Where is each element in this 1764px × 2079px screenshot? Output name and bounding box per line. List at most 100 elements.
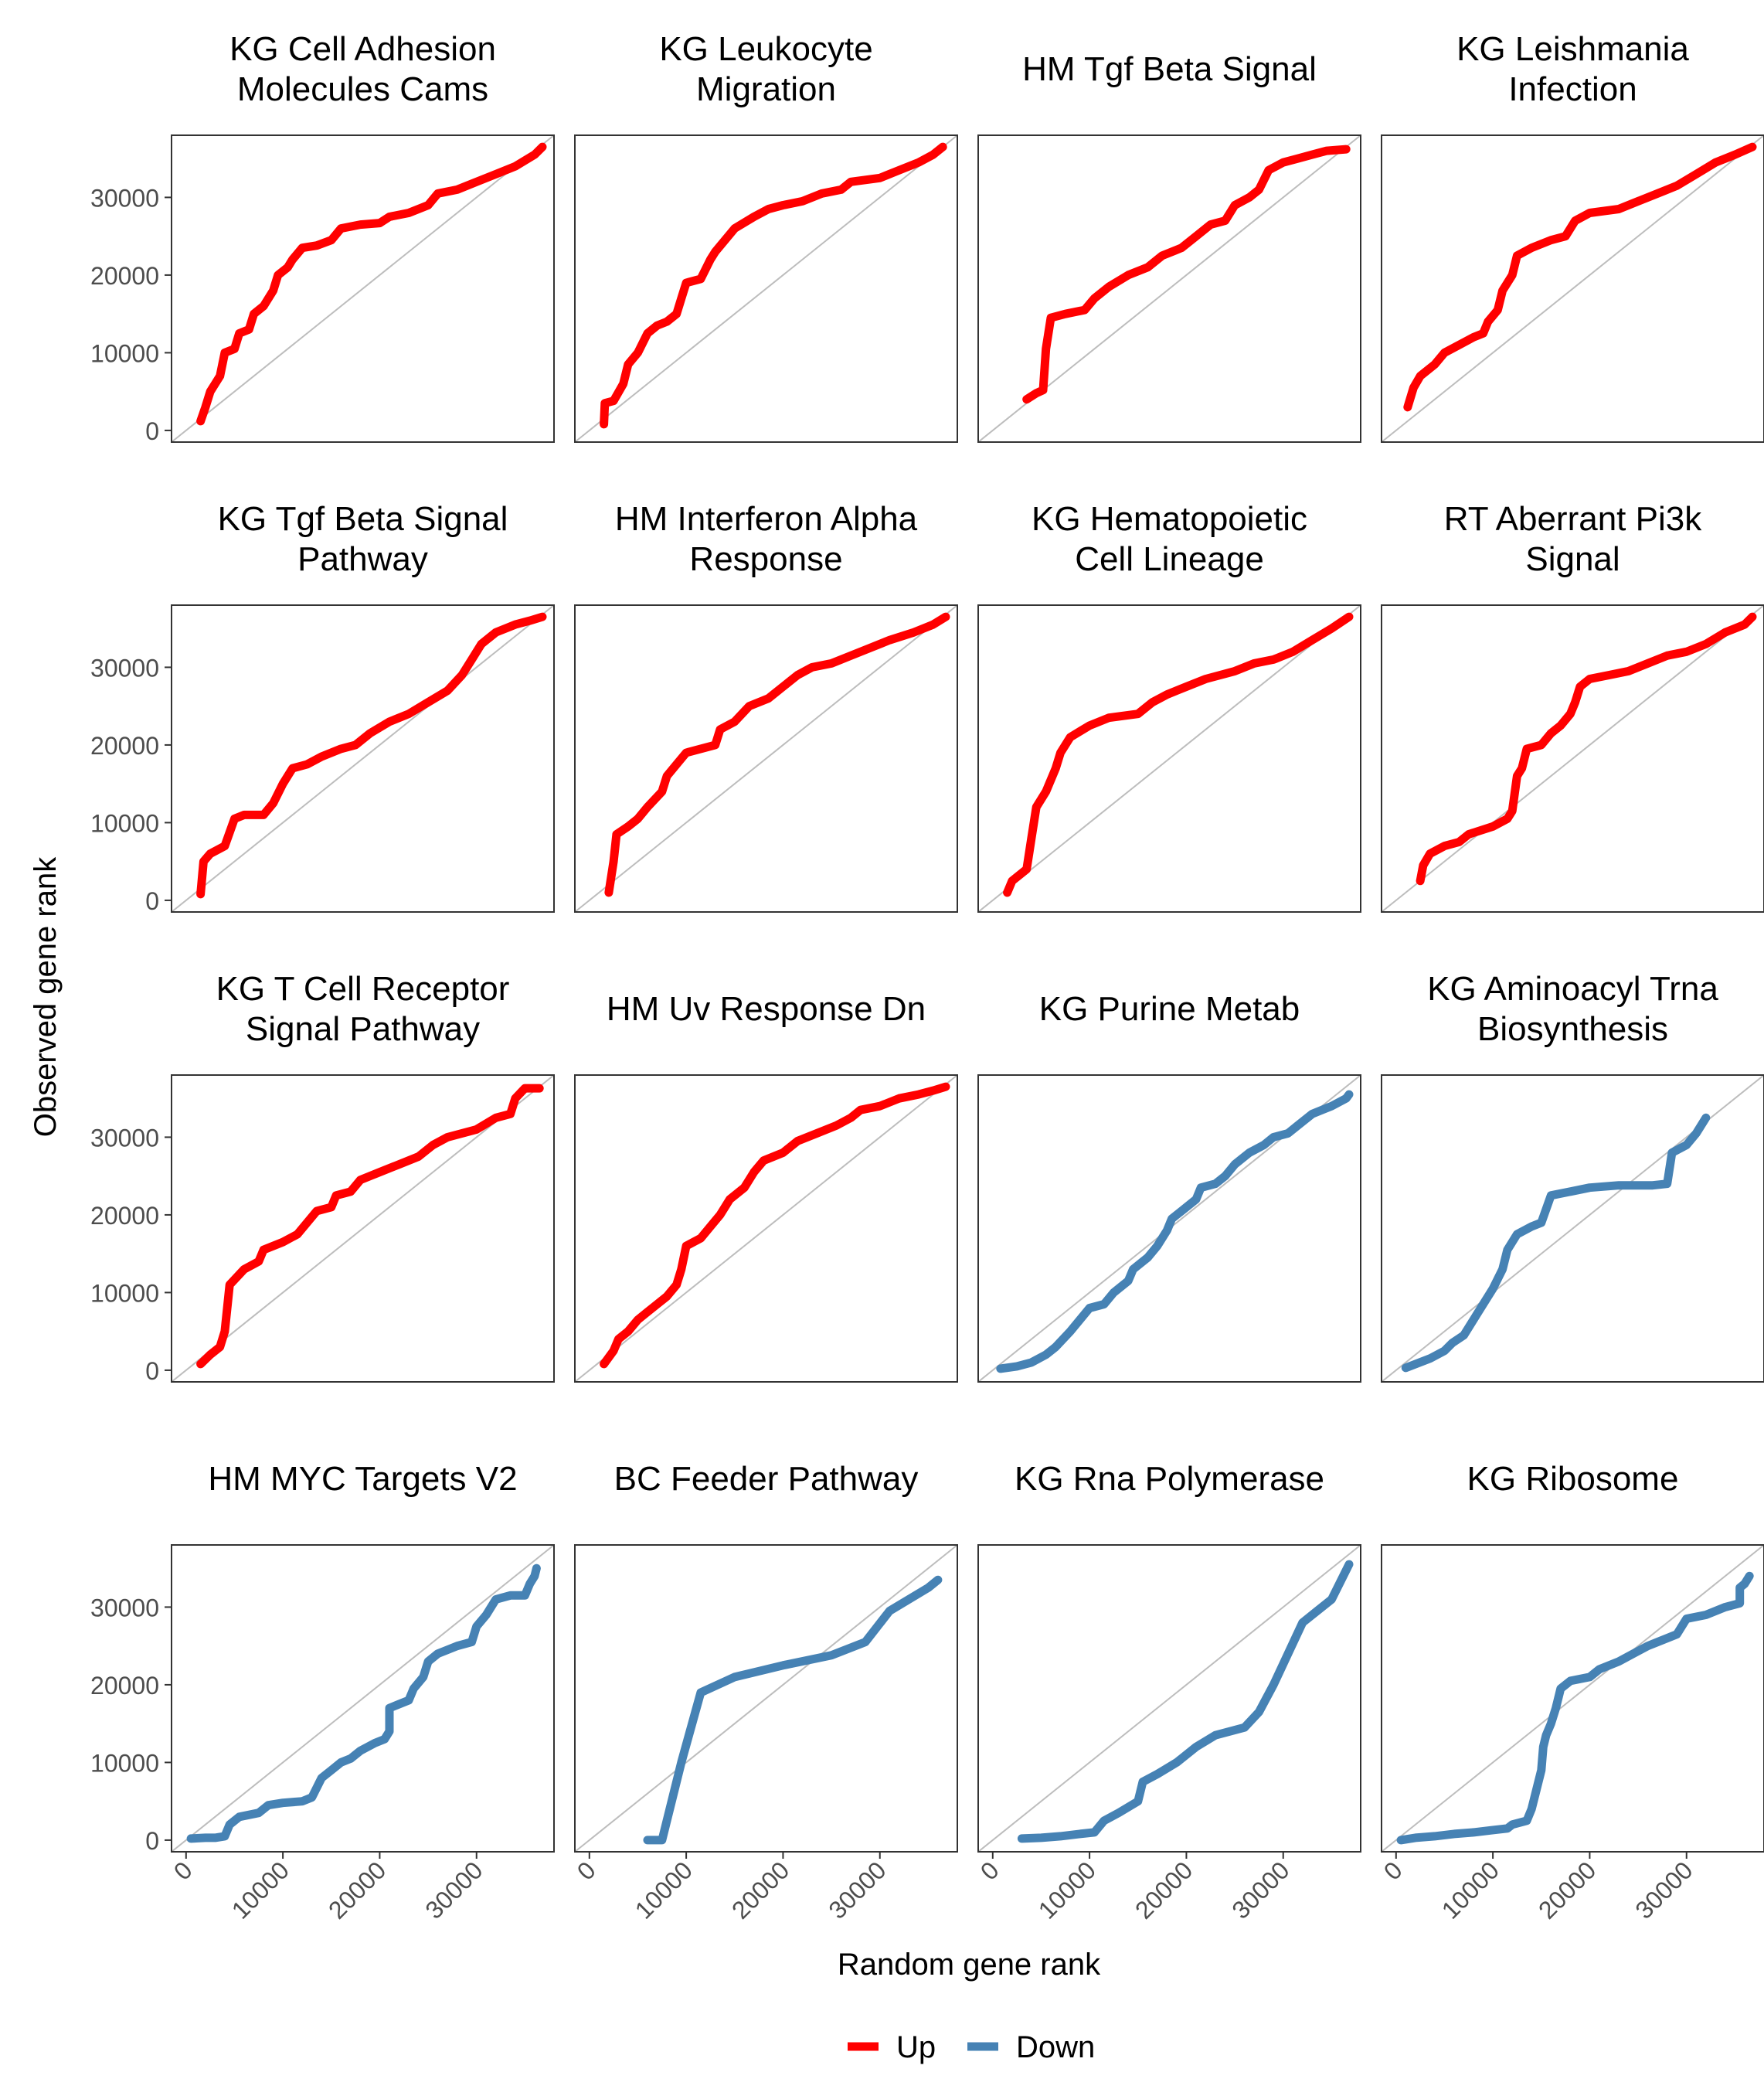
identity-line	[574, 134, 958, 443]
series-line-up	[196, 142, 547, 426]
panel-title: HM Tgf Beta Signal	[1022, 50, 1317, 88]
panel-border	[574, 604, 958, 913]
identity-line	[171, 134, 555, 443]
identity-line	[574, 604, 958, 913]
x-tick-label: 10000	[1033, 1856, 1101, 1924]
x-tick-label: 30000	[1630, 1856, 1698, 1924]
identity-line	[1381, 1544, 1764, 1853]
y-tick-label: 0	[145, 1357, 159, 1385]
panel-title: Response	[689, 540, 842, 578]
identity-line	[1381, 604, 1764, 913]
panel-title: HM Interferon Alpha	[615, 500, 918, 538]
panel-border	[574, 134, 958, 443]
y-tick-label: 20000	[90, 1672, 159, 1700]
x-tick-label: 20000	[323, 1856, 391, 1924]
legend-label-down: Down	[1016, 2030, 1095, 2064]
panel-title: KG Rna Polymerase	[1015, 1460, 1324, 1498]
panel-title: Infection	[1508, 70, 1637, 108]
x-tick-label: 20000	[1130, 1856, 1198, 1924]
panel: HM Uv Response Dn	[574, 990, 958, 1383]
panel-border	[977, 134, 1361, 443]
legend: Up Down	[848, 2030, 1095, 2064]
panel-title: BC Feeder Pathway	[614, 1460, 919, 1498]
y-tick-label: 20000	[90, 732, 159, 760]
panel-border	[977, 604, 1361, 913]
series-line-down	[996, 1090, 1354, 1373]
legend-label-up: Up	[896, 2030, 936, 2064]
x-tick-label: 20000	[726, 1856, 794, 1924]
x-tick-label: 10000	[1436, 1856, 1504, 1924]
panel-title: KG Ribosome	[1467, 1460, 1679, 1498]
series-line-down	[1396, 1571, 1754, 1845]
panel-title: Cell Lineage	[1075, 540, 1264, 578]
y-axis-title: Observed gene rank	[29, 856, 63, 1137]
panel-title: Pathway	[297, 540, 428, 578]
panel-title: KG Leukocyte	[659, 30, 872, 68]
x-tick-label: 10000	[630, 1856, 698, 1924]
x-tick-label: 0	[975, 1856, 1004, 1885]
panel-border	[1381, 604, 1764, 913]
panel-title: KG Cell Adhesion	[229, 30, 496, 68]
panel: KG Rna Polymerase 0 10000 20000 30000	[975, 1460, 1361, 1924]
panel-title: KG T Cell Receptor	[216, 970, 510, 1008]
panel-title: KG Purine Metab	[1039, 990, 1300, 1028]
y-tick-label: 30000	[90, 1594, 159, 1621]
x-tick-label: 0	[1378, 1856, 1408, 1885]
x-tick-label: 30000	[823, 1856, 891, 1924]
y-tick-label: 30000	[90, 654, 159, 682]
panel-border	[1381, 134, 1764, 443]
panel-title: KG Leishmania	[1456, 30, 1689, 68]
panel-title: Biosynthesis	[1477, 1010, 1668, 1048]
panel-border	[977, 1074, 1361, 1383]
y-tick-label: 10000	[90, 809, 159, 837]
panel-border	[1381, 1544, 1764, 1853]
panel: KG Purine Metab	[977, 990, 1361, 1383]
panel-border	[574, 1544, 958, 1853]
y-tick-label: 30000	[90, 1124, 159, 1152]
panel-title: KG Hematopoietic	[1032, 500, 1307, 538]
series-line-down	[1401, 1113, 1711, 1373]
series-line-up	[604, 612, 950, 897]
panel-title: HM MYC Targets V2	[208, 1460, 517, 1498]
x-tick-label: 20000	[1533, 1856, 1601, 1924]
panel-border	[171, 134, 555, 443]
panel-border	[171, 1074, 555, 1383]
y-tick-label: 30000	[90, 184, 159, 212]
panel-title: KG Aminoacyl Trna	[1427, 970, 1718, 1008]
series-line-up	[600, 1082, 950, 1369]
y-tick-label: 0	[145, 417, 159, 445]
series-line-down	[186, 1564, 541, 1843]
series-line-up	[196, 1084, 544, 1369]
identity-line	[171, 1544, 555, 1853]
x-axis-title: Random gene rank	[838, 1948, 1101, 1982]
x-tick-label: 0	[168, 1856, 198, 1885]
panel-border	[574, 1074, 958, 1383]
panel-title: Molecules Cams	[237, 70, 488, 108]
y-tick-label: 10000	[90, 1279, 159, 1307]
panel-border	[977, 1544, 1361, 1853]
y-tick-label: 10000	[90, 339, 159, 367]
series-line-down	[1017, 1560, 1354, 1843]
series-line-up	[600, 142, 947, 429]
panel: KG Ribosome 0 10000 20000 30000	[1378, 1460, 1764, 1924]
x-tick-label: 30000	[1226, 1856, 1294, 1924]
panel-title: KG Tgf Beta Signal	[218, 500, 508, 538]
x-tick-label: 30000	[420, 1856, 488, 1924]
panel-border	[171, 1544, 555, 1853]
y-tick-label: 20000	[90, 262, 159, 290]
series-line-up	[1403, 142, 1757, 412]
panel-title: HM Uv Response Dn	[607, 990, 926, 1028]
identity-line	[171, 1074, 555, 1383]
panel: HM MYC Targets V2 0 10000 20000 30000 0 10000 2…	[90, 1460, 555, 1924]
y-tick-label: 0	[145, 1827, 159, 1855]
y-tick-label: 0	[145, 887, 159, 915]
identity-line	[1381, 134, 1764, 443]
series-line-down	[643, 1575, 943, 1845]
